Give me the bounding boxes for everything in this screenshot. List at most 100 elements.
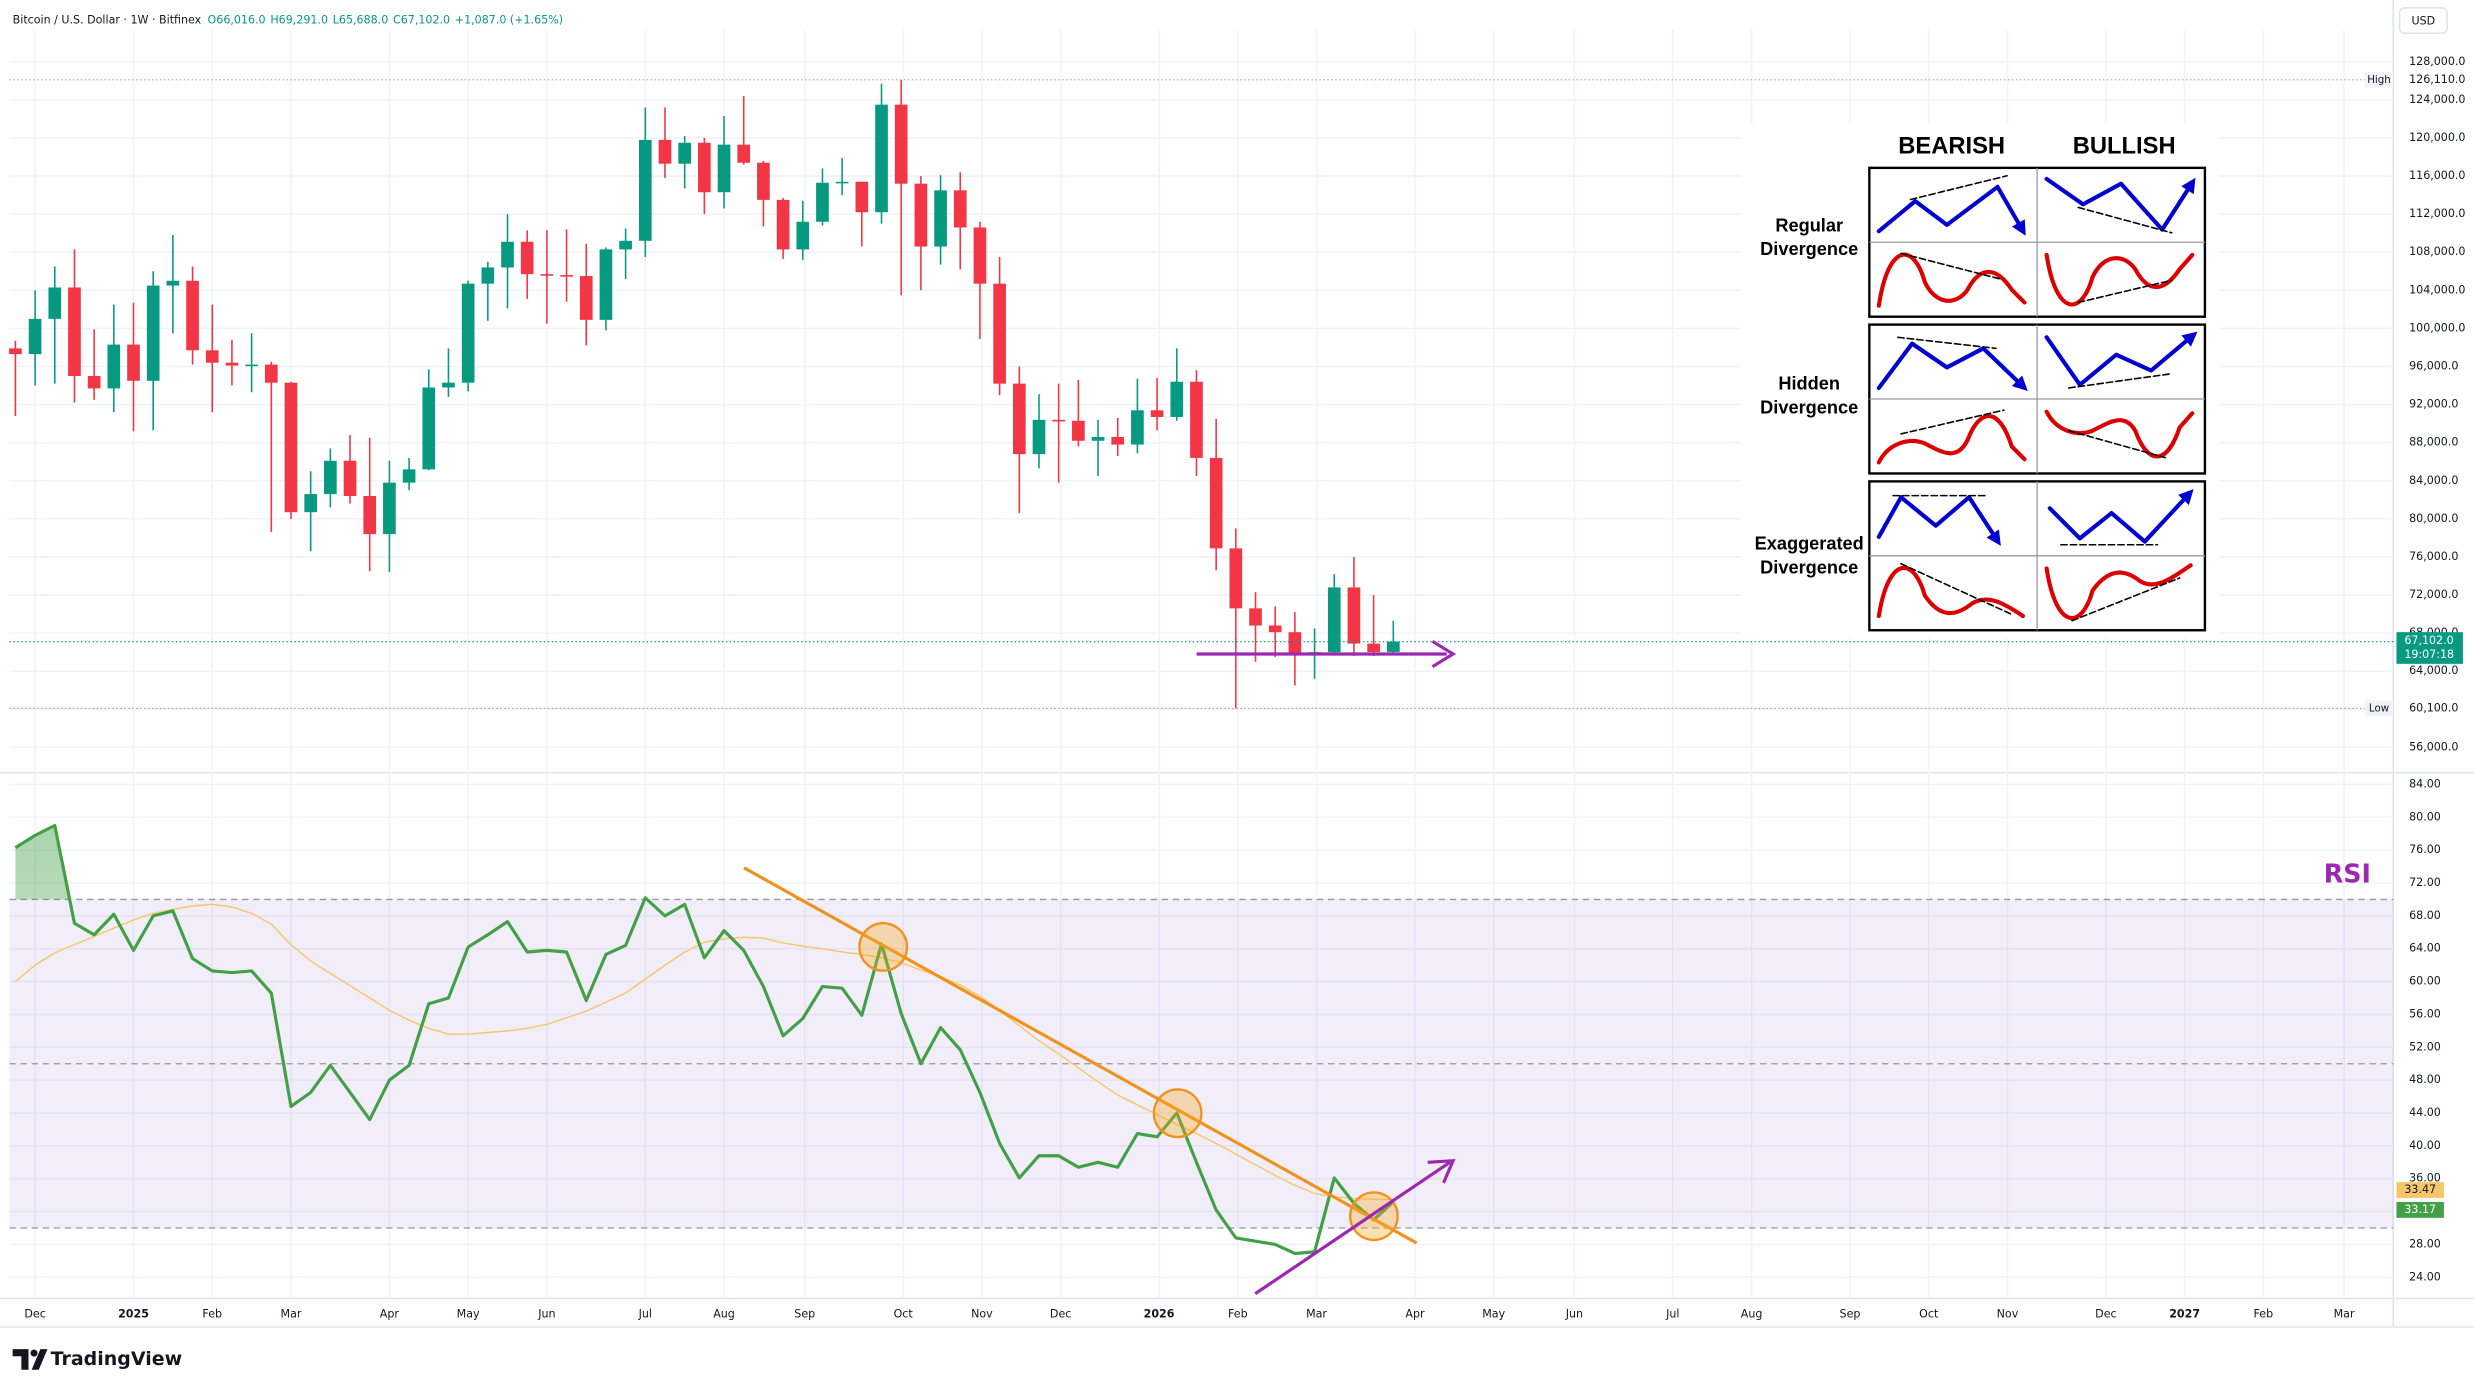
candle-body (816, 182, 829, 222)
rsi-value-tag (2396, 1201, 2444, 1218)
candle-body (1111, 436, 1125, 445)
x-tick-label: Sep (1840, 1307, 1861, 1320)
x-tick-label: Mar (1306, 1307, 1327, 1320)
y-tick-label: 64,000.0 (2409, 664, 2458, 677)
low-marker-value-tag (2402, 700, 2467, 717)
pivot-circle (1348, 1191, 1399, 1242)
high-marker-value-tag (2402, 71, 2467, 88)
candle-body (127, 344, 140, 381)
candle-body (698, 142, 711, 193)
y-tick-label: 80.00 (2409, 810, 2441, 823)
candle-body (264, 364, 278, 383)
header: Bitcoin / U.S. Dollar · 1W · Bitfinex O66… (13, 14, 563, 27)
rsi-title: RSI (2324, 859, 2371, 889)
candle-body (304, 494, 317, 513)
y-tick-label: 124,000.0 (2409, 93, 2465, 106)
ohlc-low: L65,688.0 (333, 14, 389, 27)
currency-box[interactable] (2398, 7, 2448, 35)
y-tick-label: 52.00 (2409, 1040, 2441, 1053)
high-marker-value: 126,110.0 (2409, 73, 2465, 86)
logo (12, 1349, 48, 1370)
x-tick-label: Sep (794, 1307, 815, 1320)
guide-sketches (1876, 174, 2198, 622)
ohlc-change: +1,087.0 (+1.65%) (455, 14, 563, 27)
x-tick-label: Oct (894, 1307, 914, 1320)
candle-body (1367, 643, 1380, 653)
branding: TradingView (51, 1348, 183, 1370)
y-tick-label: 112,000.0 (2409, 207, 2465, 220)
x-tick-label: May (457, 1307, 480, 1320)
candle-body (324, 460, 337, 495)
candle-body (1052, 419, 1066, 422)
y-tick-label: 64.00 (2409, 942, 2441, 955)
candle-body (402, 469, 416, 483)
row-title: Divergence (1760, 557, 1858, 577)
x-tick-label: 2026 (1144, 1307, 1175, 1320)
candle-body (28, 318, 42, 355)
x-tick-label: 2027 (2169, 1307, 2200, 1320)
candle-body (1268, 625, 1282, 633)
ohlc-high: H69,291.0 (270, 14, 328, 27)
y-tick-label: 116,000.0 (2409, 169, 2465, 182)
candle-body (481, 267, 495, 284)
low-marker-value: 60,100.0 (2409, 701, 2458, 714)
y-tick-label: 96,000.0 (2409, 360, 2458, 373)
candle-body (48, 287, 62, 319)
candle-body (678, 142, 692, 164)
row-title: Regular (1775, 215, 1843, 235)
y-tick-label: 56,000.0 (2409, 740, 2458, 753)
candle-body (422, 387, 436, 470)
y-tick-label: 40.00 (2409, 1139, 2441, 1152)
candle-body (245, 364, 258, 367)
candle-body (1190, 381, 1203, 458)
candle-body (993, 283, 1006, 384)
y-tick-label: 24.00 (2409, 1270, 2441, 1283)
rsi-ma-line (14, 903, 1394, 1201)
candle-body (717, 144, 731, 193)
x-tick-label: Aug (713, 1307, 735, 1320)
candle-body (146, 285, 160, 381)
candle-body (1170, 381, 1184, 417)
candle-body (186, 280, 199, 351)
x-tick-label: Nov (1997, 1307, 2019, 1320)
candle-body (383, 482, 396, 535)
candle-body (225, 362, 239, 366)
candle-body (560, 275, 573, 277)
ma-value-label: 33.47 (2404, 1183, 2436, 1196)
rsi-line (14, 823, 1395, 1256)
candle-body (87, 376, 101, 389)
candle-body (1347, 587, 1361, 644)
y-tick-label: 92,000.0 (2409, 398, 2458, 411)
x-tick-label: Dec (2095, 1307, 2116, 1320)
y-tick-label: 72,000.0 (2409, 588, 2458, 601)
countdown: 19:07:18 (2404, 648, 2454, 661)
candle-body (1091, 436, 1105, 441)
y-tick-label: 76.00 (2409, 843, 2441, 856)
candle-body (1150, 410, 1164, 417)
candle-body (796, 221, 810, 250)
x-tick-label: 2025 (118, 1307, 149, 1320)
candle-body (914, 183, 928, 247)
candle-body (1012, 383, 1026, 455)
currency[interactable]: USD (2412, 14, 2436, 27)
candle-body (442, 382, 455, 388)
x-tick-label: Feb (1228, 1307, 1248, 1320)
candle-body (658, 139, 672, 164)
y-tick-label: 72.00 (2409, 876, 2441, 889)
y-tick-label: 76,000.0 (2409, 550, 2458, 563)
candle-body (461, 283, 475, 383)
candle-body (205, 350, 219, 363)
candle-body (68, 287, 81, 377)
candle-body (638, 139, 652, 241)
y-tick-label: 120,000.0 (2409, 131, 2465, 144)
y-tick-label: 80,000.0 (2409, 512, 2458, 525)
candle-body (855, 181, 869, 213)
candle-body (1288, 632, 1302, 654)
ohlc-open: O66,016.0 (208, 14, 266, 27)
candle-body (1249, 608, 1262, 626)
candle-body (1209, 457, 1223, 549)
candle-body (1131, 410, 1144, 445)
y-tick-label: 84.00 (2409, 777, 2441, 790)
divergence-guide: BEARISH BULLISH Regular Divergence Hidde… (1741, 123, 2220, 639)
